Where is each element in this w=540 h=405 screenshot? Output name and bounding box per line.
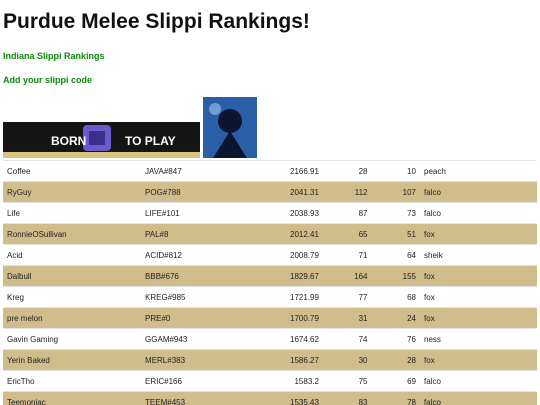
rating: 2008.79 [251, 244, 323, 266]
table-row: pre melon PRE#0 1700.79 31 24 fox [3, 307, 537, 329]
slippi-code: TEEM#453 [141, 391, 252, 405]
slippi-code: LIFE#101 [141, 202, 252, 224]
character: fox [420, 265, 537, 287]
wins: 112 [322, 181, 372, 203]
slippi-code: MERL#383 [141, 349, 252, 371]
player-name: Life [3, 202, 142, 224]
table-row: RonnieOSullivan PAL#8 2012.41 65 51 fox [3, 223, 537, 245]
losses: 78 [371, 391, 421, 405]
rating: 2038.93 [251, 202, 323, 224]
banner-text: BORN [51, 134, 86, 148]
rating: 2012.41 [251, 223, 323, 245]
rating: 2166.91 [251, 160, 323, 182]
wins: 30 [322, 349, 372, 371]
losses: 10 [371, 160, 421, 182]
character: fox [420, 307, 537, 329]
nav-link[interactable]: Indiana Slippi Rankings [3, 51, 105, 61]
slippi-code: POG#788 [141, 181, 252, 203]
wins: 71 [322, 244, 372, 266]
losses: 64 [371, 244, 421, 266]
player-name: Kreg [3, 286, 142, 308]
character: ness [420, 328, 537, 350]
wins: 75 [322, 370, 372, 392]
slippi-code: KREG#985 [141, 286, 252, 308]
wins: 65 [322, 223, 372, 245]
wins: 87 [322, 202, 372, 224]
rating: 1583.2 [251, 370, 323, 392]
table-row: Life LIFE#101 2038.93 87 73 falco [3, 202, 537, 224]
rankings-table: Coffee JAVA#847 2166.91 28 10 peach RyGuy POG#7… [3, 160, 537, 405]
rating: 1829.67 [251, 265, 323, 287]
character: fox [420, 286, 537, 308]
table-row: RyGuy POG#788 2041.31 112 107 falco [3, 181, 537, 203]
losses: 107 [371, 181, 421, 203]
player-name: pre melon [3, 307, 142, 329]
slippi-code: ERIC#166 [141, 370, 252, 392]
table-row: Kreg KREG#985 1721.99 77 68 fox [3, 286, 537, 308]
rating: 1700.79 [251, 307, 323, 329]
character: fox [420, 223, 537, 245]
losses: 24 [371, 307, 421, 329]
table-row: Teemoniac TEEM#453 1535.43 83 78 falco [3, 391, 537, 405]
wins: 31 [322, 307, 372, 329]
wins: 83 [322, 391, 372, 405]
player-name: Teemoniac [3, 391, 142, 405]
rating: 1535.43 [251, 391, 323, 405]
table-row: Acid ACID#812 2008.79 71 64 sheik [3, 244, 537, 266]
character: sheik [420, 244, 537, 266]
wins: 77 [322, 286, 372, 308]
rating: 1721.99 [251, 286, 323, 308]
slippi-code: ACID#812 [141, 244, 252, 266]
character: fox [420, 349, 537, 371]
wins: 164 [322, 265, 372, 287]
character: falco [420, 181, 537, 203]
page-title: Purdue Melee Slippi Rankings! [3, 10, 310, 33]
slippi-code: BBB#676 [141, 265, 252, 287]
slippi-code: PAL#8 [141, 223, 252, 245]
wins: 28 [322, 160, 372, 182]
rating: 1586.27 [251, 349, 323, 371]
wins: 74 [322, 328, 372, 350]
losses: 28 [371, 349, 421, 371]
losses: 68 [371, 286, 421, 308]
table-row: Yerin Baked MERL#383 1586.27 30 28 fox [3, 349, 537, 371]
table-row: Gavin Gaming GGAM#943 1674.62 74 76 ness [3, 328, 537, 350]
player-name: Acid [3, 244, 142, 266]
slippi-code: PRE#0 [141, 307, 252, 329]
player-name: Dalbull [3, 265, 142, 287]
rating: 2041.31 [251, 181, 323, 203]
losses: 73 [371, 202, 421, 224]
player-name: Coffee [3, 160, 142, 182]
character: falco [420, 202, 537, 224]
banner-text: TO PLAY [125, 134, 176, 148]
table-row: Coffee JAVA#847 2166.91 28 10 peach [3, 160, 537, 182]
rating: 1674.62 [251, 328, 323, 350]
player-name: Yerin Baked [3, 349, 142, 371]
character: falco [420, 391, 537, 405]
losses: 51 [371, 223, 421, 245]
table-row: Dalbull BBB#676 1829.67 164 155 fox [3, 265, 537, 287]
slippi-code: GGAM#943 [141, 328, 252, 350]
player-name: Gavin Gaming [3, 328, 142, 350]
losses: 69 [371, 370, 421, 392]
player-name: RonnieOSullivan [3, 223, 142, 245]
character: falco [420, 370, 537, 392]
slippi-code: JAVA#847 [141, 160, 252, 182]
banner-image: BORN TO PLAY [3, 122, 200, 158]
player-name: RyGuy [3, 181, 142, 203]
losses: 155 [371, 265, 421, 287]
table-row: EricTho ERIC#166 1583.2 75 69 falco [3, 370, 537, 392]
avatar-image [203, 97, 257, 158]
nav-link[interactable]: Add your slippi code [3, 75, 93, 85]
losses: 76 [371, 328, 421, 350]
character: peach [420, 160, 537, 182]
player-name: EricTho [3, 370, 142, 392]
